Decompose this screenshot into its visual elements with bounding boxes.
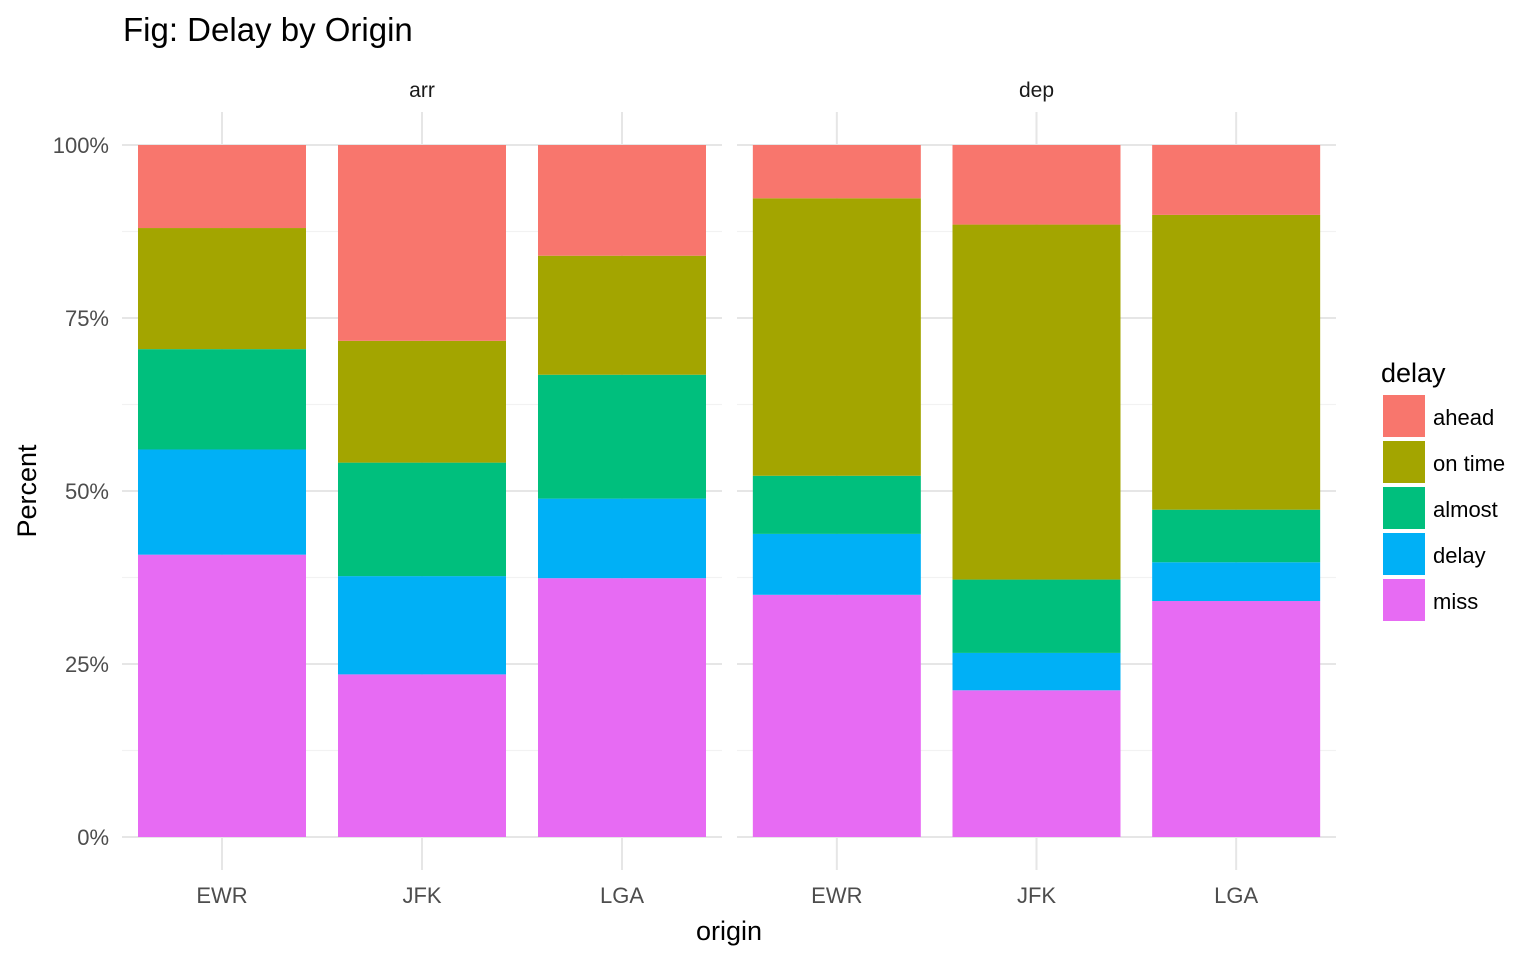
- x-axis-ticks: EWR JFK LGA EWR JFK LGA: [196, 883, 1258, 908]
- bar-segment-dep-lga-miss: [1152, 601, 1321, 837]
- bar-segment-dep-ewr-delay: [752, 533, 921, 595]
- bar-segment-arr-ewr-delay: [138, 449, 306, 555]
- y-tick-label: 100%: [53, 133, 109, 158]
- y-tick-label: 0%: [77, 825, 109, 850]
- bar-segment-arr-ewr-almost: [138, 349, 306, 450]
- x-tick-label: LGA: [1214, 883, 1258, 908]
- legend-label: almost: [1433, 497, 1498, 522]
- bar-segment-dep-lga-delay: [1152, 562, 1321, 602]
- y-tick-label: 50%: [65, 479, 109, 504]
- bar-segment-dep-ewr-ahead: [752, 145, 921, 199]
- bar-segment-arr-jfk-delay: [338, 576, 506, 675]
- legend-key-on-time: [1383, 441, 1425, 483]
- bar-segment-dep-jfk-almost: [952, 579, 1121, 653]
- bar-segment-arr-lga-ahead: [538, 145, 706, 256]
- legend-label: ahead: [1433, 405, 1494, 430]
- bar-segment-arr-jfk-ahead: [338, 145, 506, 341]
- bar-segment-dep-lga-almost: [1152, 509, 1321, 563]
- x-tick-label: JFK: [402, 883, 441, 908]
- y-tick-label: 75%: [65, 306, 109, 331]
- bar-segment-arr-jfk-on-time: [338, 340, 506, 463]
- bars: [138, 145, 1321, 837]
- legend-key-ahead: [1383, 395, 1425, 437]
- bar-segment-dep-jfk-on-time: [952, 224, 1121, 580]
- legend: delay ahead on time almost delay miss: [1381, 358, 1505, 621]
- bar-segment-arr-ewr-ahead: [138, 145, 306, 229]
- bar-segment-dep-lga-ahead: [1152, 145, 1321, 215]
- facet-strips: arr dep: [409, 79, 1054, 102]
- legend-key-almost: [1383, 487, 1425, 529]
- bar-segment-arr-jfk-miss: [338, 674, 506, 837]
- bar-segment-arr-ewr-miss: [138, 554, 306, 837]
- facet-strip-label: dep: [1019, 79, 1054, 102]
- legend-key-miss: [1383, 579, 1425, 621]
- x-tick-label: EWR: [811, 883, 862, 908]
- legend-key-delay: [1383, 533, 1425, 575]
- x-tick-label: JFK: [1017, 883, 1056, 908]
- bar-segment-arr-lga-delay: [538, 498, 706, 579]
- bar-segment-arr-lga-on-time: [538, 255, 706, 375]
- bar-segment-arr-jfk-almost: [338, 462, 506, 577]
- bar-segment-dep-ewr-on-time: [752, 198, 921, 476]
- bar-segment-dep-jfk-delay: [952, 652, 1121, 691]
- bar-segment-dep-jfk-miss: [952, 690, 1121, 837]
- bar-segment-dep-ewr-almost: [752, 475, 921, 534]
- legend-label: delay: [1433, 543, 1486, 568]
- bar-segment-arr-ewr-on-time: [138, 228, 306, 350]
- x-tick-label: LGA: [600, 883, 644, 908]
- y-axis-label: Percent: [12, 444, 42, 538]
- chart-title: Fig: Delay by Origin: [123, 11, 413, 48]
- bar-segment-dep-ewr-miss: [752, 594, 921, 837]
- bar-segment-arr-lga-miss: [538, 578, 706, 837]
- bar-segment-arr-lga-almost: [538, 374, 706, 499]
- facet-strip-label: arr: [409, 79, 435, 102]
- legend-title: delay: [1381, 358, 1446, 388]
- x-axis-label: origin: [696, 916, 762, 946]
- y-axis-ticks: 0% 25% 50% 75% 100%: [53, 133, 109, 850]
- bar-segment-dep-lga-on-time: [1152, 214, 1321, 510]
- bar-segment-dep-jfk-ahead: [952, 145, 1121, 225]
- legend-label: miss: [1433, 589, 1478, 614]
- legend-label: on time: [1433, 451, 1505, 476]
- y-tick-label: 25%: [65, 652, 109, 677]
- x-tick-label: EWR: [196, 883, 247, 908]
